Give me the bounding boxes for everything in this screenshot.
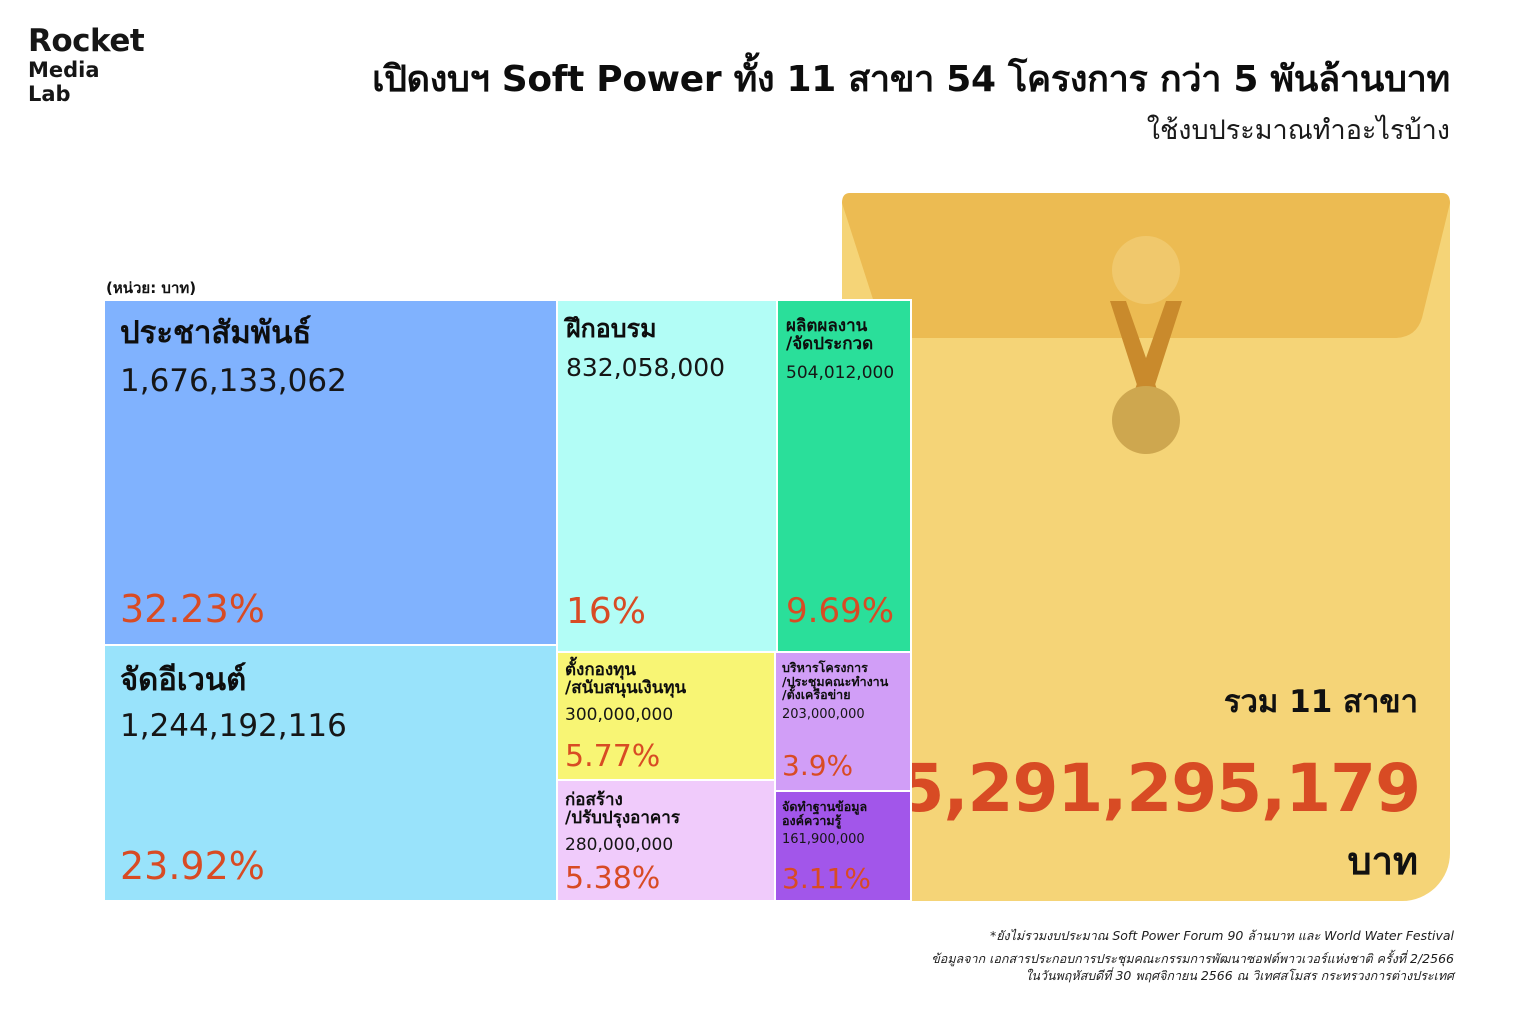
treemap-cell-knowledge-database: จัดทำฐานข้อมูล องค์ความรู้ 161,900,000 3…: [774, 790, 912, 902]
cell-value: 203,000,000: [782, 707, 865, 722]
cell-name: จัดอีเวนต์: [120, 662, 247, 698]
cell-name: ตั้งกองทุน /สนับสนุนเงินทุน: [565, 660, 687, 699]
cell-value: 832,058,000: [566, 353, 726, 382]
page-title: เปิดงบฯ Soft Power ทั้ง 11 สาขา 54 โครงก…: [372, 59, 1450, 100]
treemap-cell-events: จัดอีเวนต์ 1,244,192,116 23.92%: [103, 644, 558, 902]
cell-percent: 16%: [566, 591, 647, 632]
cell-value: 504,012,000: [786, 363, 895, 383]
footnote-exclusion: *ยังไม่รวมงบประมาณ Soft Power Forum 90 ล…: [989, 928, 1454, 943]
treemap-cell-fund-support: ตั้งกองทุน /สนับสนุนเงินทุน 300,000,000 …: [556, 651, 776, 781]
cell-percent: 5.77%: [565, 739, 661, 774]
cell-value: 1,244,192,116: [120, 708, 347, 744]
brand-line-3: Lab: [28, 82, 71, 106]
cell-percent: 9.69%: [786, 591, 895, 631]
unit-label: (หน่วย: บาท): [106, 279, 197, 297]
cell-name: บริหารโครงการ /ประชุมคณะทำงาน /ตั้งเครือ…: [782, 660, 889, 702]
brand-logo: Rocket Media Lab: [28, 23, 145, 106]
cell-name: จัดทำฐานข้อมูล องค์ความรู้: [782, 799, 868, 828]
cell-value: 280,000,000: [565, 835, 674, 855]
cell-name: ผลิตผลงาน /จัดประกวด: [786, 316, 874, 355]
cell-percent: 3.9%: [782, 749, 854, 782]
cell-name: ฝึกอบรม: [566, 314, 657, 343]
brand-line-2: Media: [28, 58, 100, 82]
brand-line-1: Rocket: [28, 23, 145, 59]
cell-percent: 23.92%: [120, 844, 265, 888]
page-subtitle: ใช้งบประมาณทำอะไรบ้าง: [1146, 115, 1450, 146]
cell-name: ประชาสัมพันธ์: [120, 315, 312, 351]
cell-percent: 3.11%: [782, 862, 871, 895]
cell-value: 1,676,133,062: [120, 363, 347, 399]
cell-percent: 5.38%: [565, 861, 661, 896]
total-label: รวม 11 สาขา: [1223, 684, 1418, 720]
footnote-date: ในวันพฤหัสบดีที่ 30 พฤศจิกายน 2566 ณ วิเ…: [1025, 967, 1454, 983]
treemap-cell-public-relations: ประชาสัมพันธ์ 1,676,133,062 32.23%: [103, 299, 558, 646]
treemap-cell-project-management: บริหารโครงการ /ประชุมคณะทำงาน /ตั้งเครือ…: [774, 651, 912, 792]
cell-value: 161,900,000: [782, 832, 865, 847]
cell-value: 300,000,000: [565, 705, 674, 725]
treemap-cell-training: ฝึกอบรม 832,058,000 16%: [556, 299, 778, 653]
footnote-source: ข้อมูลจาก เอกสารประกอบการประชุมคณะกรรมกา…: [931, 950, 1454, 966]
treemap-cell-construction: ก่อสร้าง /ปรับปรุงอาคาร 280,000,000 5.38…: [556, 779, 776, 902]
treemap-cell-production-contest: ผลิตผลงาน /จัดประกวด 504,012,000 9.69%: [776, 299, 912, 653]
total-unit: บาท: [1347, 839, 1418, 883]
cell-percent: 32.23%: [120, 587, 265, 631]
footnotes: *ยังไม่รวมงบประมาณ Soft Power Forum 90 ล…: [931, 928, 1454, 985]
envelope-panel: รวม 11 สาขา *5,291,295,179 บาท: [842, 193, 1450, 901]
cell-name: ก่อสร้าง /ปรับปรุงอาคาร: [565, 790, 680, 829]
total-value: *5,291,295,179: [865, 750, 1421, 827]
envelope-flap-icon: [842, 193, 1450, 338]
